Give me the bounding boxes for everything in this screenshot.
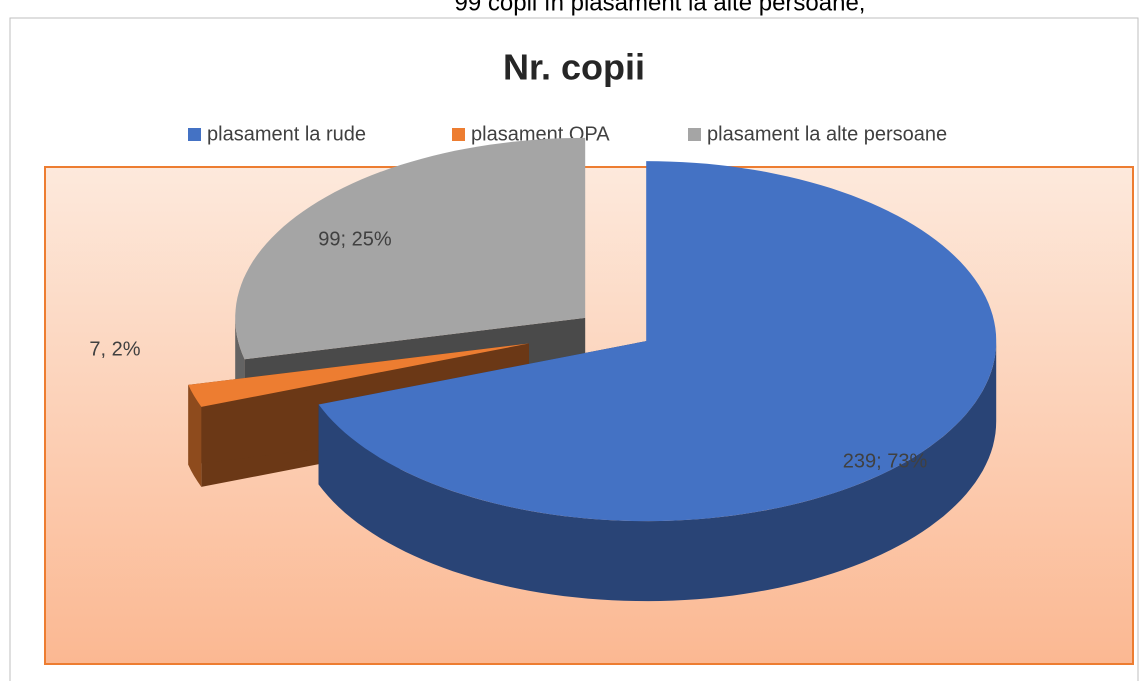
legend-label: plasament la rude [207, 123, 366, 145]
legend-swatch [452, 128, 465, 141]
slice-side [318, 341, 997, 602]
slice [318, 161, 997, 522]
page-text: 99 copii în plasament la alte persoane; [455, 0, 866, 16]
data-label: 239; 73% [843, 450, 928, 472]
data-label: 99; 25% [318, 228, 392, 250]
data-label: 7, 2% [89, 338, 140, 360]
chart-title: Nr. copii [503, 47, 645, 88]
slice [235, 137, 586, 360]
legend-swatch [188, 128, 201, 141]
slice-side [188, 384, 202, 487]
legend-swatch [688, 128, 701, 141]
slice [188, 343, 529, 407]
legend-label: plasament la alte persoane [707, 123, 947, 145]
